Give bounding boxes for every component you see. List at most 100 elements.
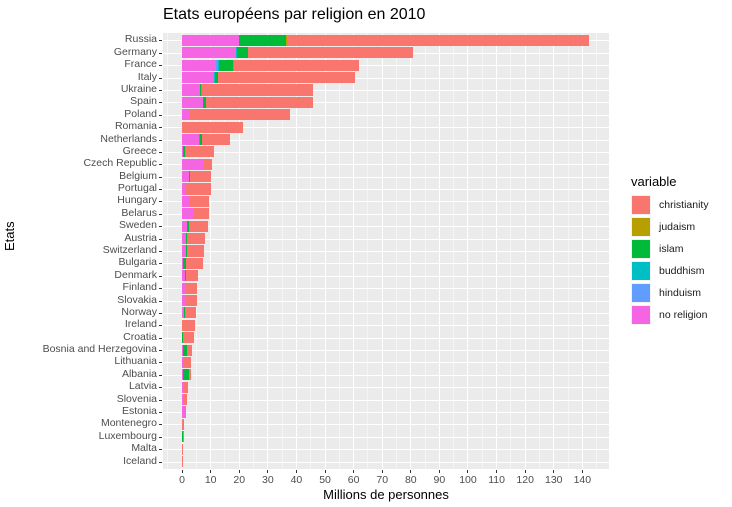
bar-segment-christianity[interactable]	[183, 356, 191, 369]
bar-netherlands[interactable]	[163, 133, 609, 146]
bar-segment-christianity[interactable]	[184, 307, 196, 319]
bar-segment-no-religion[interactable]	[181, 294, 186, 307]
bar-segment-christianity[interactable]	[184, 146, 214, 158]
bar-segment-christianity[interactable]	[205, 96, 314, 108]
bar-montenegro[interactable]	[163, 418, 609, 430]
bar-poland[interactable]	[163, 109, 609, 121]
bar-segment-christianity[interactable]	[182, 121, 243, 133]
bar-segment-christianity[interactable]	[193, 208, 209, 220]
bar-segment-islam[interactable]	[199, 84, 202, 96]
bar-slovenia[interactable]	[163, 394, 609, 406]
bar-segment-christianity[interactable]	[186, 282, 198, 294]
bar-segment-islam[interactable]	[182, 344, 188, 356]
bar-segment-buddhism[interactable]	[218, 59, 220, 71]
bar-france[interactable]	[163, 59, 609, 71]
bar-segment-christianity[interactable]	[189, 109, 290, 121]
bar-romania[interactable]	[163, 121, 609, 133]
bar-segment-christianity[interactable]	[286, 34, 589, 46]
bar-lithuania[interactable]	[163, 356, 609, 369]
bar-germany[interactable]	[163, 47, 609, 59]
bar-segment-buddhism[interactable]	[238, 34, 240, 46]
bar-segment-no-religion[interactable]	[181, 59, 217, 71]
bar-segment-no-religion[interactable]	[181, 195, 190, 208]
bar-segment-christianity[interactable]	[248, 47, 414, 59]
bar-segment-no-religion[interactable]	[181, 96, 204, 108]
bar-bosnia-and-herzegovina[interactable]	[163, 344, 609, 356]
bar-estonia[interactable]	[163, 406, 609, 418]
bar-sweden[interactable]	[163, 220, 609, 232]
bar-segment-hinduism[interactable]	[216, 59, 219, 71]
bar-segment-christianity[interactable]	[184, 183, 212, 195]
bar-belgium[interactable]	[163, 171, 609, 183]
bar-iceland[interactable]	[163, 455, 609, 468]
bar-segment-islam[interactable]	[219, 59, 234, 71]
bar-segment-christianity[interactable]	[217, 72, 355, 84]
bar-segment-judaism[interactable]	[233, 59, 234, 71]
bar-bulgaria[interactable]	[163, 257, 609, 269]
bar-segment-christianity[interactable]	[184, 406, 186, 418]
bar-segment-islam[interactable]	[199, 133, 203, 146]
bar-segment-christianity[interactable]	[185, 294, 197, 307]
bar-segment-islam[interactable]	[181, 431, 183, 443]
bar-segment-christianity[interactable]	[188, 220, 208, 232]
bar-segment-islam[interactable]	[185, 270, 186, 282]
bar-segment-hinduism[interactable]	[198, 133, 200, 146]
bar-segment-no-religion[interactable]	[181, 406, 185, 418]
bar-segment-christianity[interactable]	[201, 84, 314, 96]
bar-segment-christianity[interactable]	[182, 332, 195, 344]
bar-segment-no-religion[interactable]	[181, 282, 187, 294]
bar-malta[interactable]	[163, 443, 609, 455]
bar-hungary[interactable]	[163, 195, 609, 208]
bar-segment-christianity[interactable]	[190, 171, 211, 183]
bar-segment-islam[interactable]	[214, 72, 218, 84]
bar-segment-christianity[interactable]	[184, 381, 188, 393]
bar-greece[interactable]	[163, 146, 609, 158]
bar-ukraine[interactable]	[163, 84, 609, 96]
bar-segment-no-religion[interactable]	[181, 84, 200, 96]
bar-segment-christianity[interactable]	[185, 257, 204, 269]
bar-denmark[interactable]	[163, 270, 609, 282]
bar-norway[interactable]	[163, 307, 609, 319]
bar-segment-no-religion[interactable]	[181, 270, 185, 282]
bar-finland[interactable]	[163, 282, 609, 294]
bar-segment-christianity[interactable]	[182, 319, 195, 331]
bar-segment-no-religion[interactable]	[181, 257, 183, 269]
bar-segment-christianity[interactable]	[186, 245, 204, 257]
bar-luxembourg[interactable]	[163, 431, 609, 443]
bar-segment-no-religion[interactable]	[181, 171, 189, 183]
bar-segment-islam[interactable]	[187, 220, 189, 232]
bar-segment-islam[interactable]	[239, 34, 286, 46]
bar-segment-judaism[interactable]	[247, 47, 249, 59]
bar-segment-islam[interactable]	[183, 146, 185, 158]
bar-russia[interactable]	[163, 34, 609, 46]
bar-segment-islam[interactable]	[183, 369, 190, 381]
bar-segment-christianity[interactable]	[233, 59, 359, 71]
bar-ireland[interactable]	[163, 319, 609, 331]
bar-segment-no-religion[interactable]	[181, 369, 184, 381]
bar-segment-no-religion[interactable]	[181, 356, 183, 369]
bar-segment-no-religion[interactable]	[181, 34, 239, 46]
bar-czech-republic[interactable]	[163, 158, 609, 170]
bar-segment-no-religion[interactable]	[181, 220, 188, 232]
bar-segment-no-religion[interactable]	[181, 245, 186, 257]
bar-spain[interactable]	[163, 96, 609, 108]
bar-segment-judaism[interactable]	[285, 34, 287, 46]
bar-portugal[interactable]	[163, 183, 609, 195]
bar-segment-no-religion[interactable]	[181, 344, 183, 356]
bar-segment-christianity[interactable]	[181, 455, 183, 468]
bar-segment-islam[interactable]	[182, 257, 186, 269]
bar-segment-islam[interactable]	[185, 245, 187, 257]
bar-segment-no-religion[interactable]	[181, 47, 237, 59]
bar-segment-islam[interactable]	[236, 47, 248, 59]
bar-segment-no-religion[interactable]	[181, 183, 185, 195]
bar-albania[interactable]	[163, 369, 609, 381]
bar-segment-no-religion[interactable]	[181, 319, 183, 331]
bar-latvia[interactable]	[163, 381, 609, 393]
bar-segment-christianity[interactable]	[204, 158, 212, 170]
bar-italy[interactable]	[163, 72, 609, 84]
bar-segment-islam[interactable]	[188, 171, 191, 183]
bar-segment-no-religion[interactable]	[181, 381, 185, 393]
bar-segment-no-religion[interactable]	[181, 307, 185, 319]
bar-segment-christianity[interactable]	[187, 233, 205, 245]
bar-segment-no-religion[interactable]	[181, 133, 199, 146]
